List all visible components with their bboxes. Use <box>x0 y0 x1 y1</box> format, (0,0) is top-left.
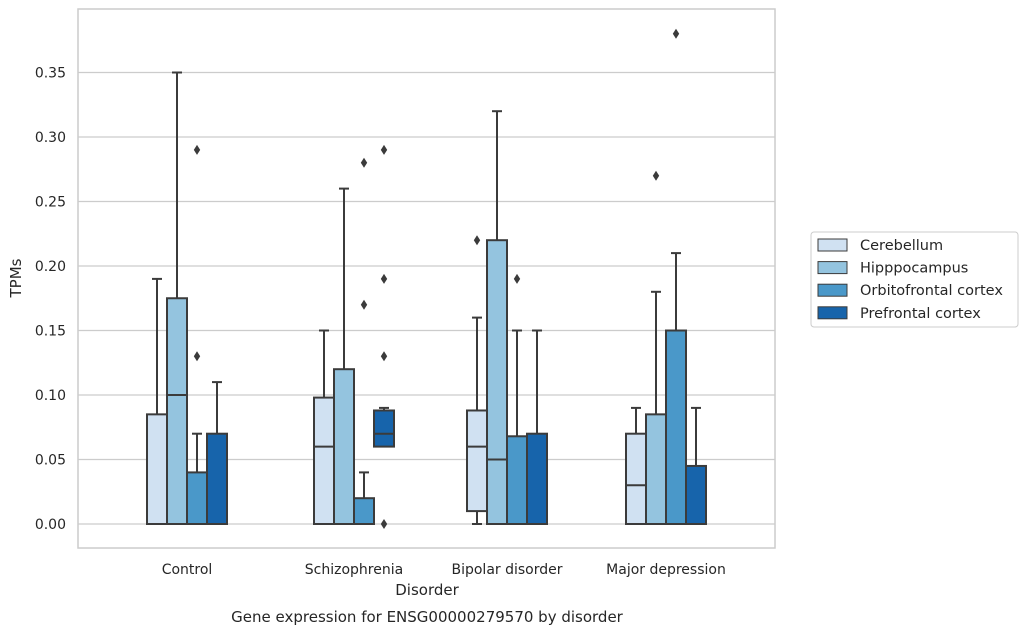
box <box>313 396 335 525</box>
legend-label: Orbitofrontal cortex <box>860 283 1003 299</box>
outlier-point <box>360 157 368 168</box>
box <box>665 329 687 525</box>
x-tick-label: Schizophrenia <box>305 562 403 578</box>
box-plot <box>313 329 335 525</box>
x-tick-label: Bipolar disorder <box>451 562 562 578</box>
box <box>645 413 667 526</box>
x-tick-labels: Control Schizophrenia Bipolar disorder Majo… <box>162 562 726 578</box>
y-tick-label: 0.00 <box>35 517 66 533</box>
legend-swatch <box>817 283 848 297</box>
y-tick-label: 0.20 <box>35 259 66 275</box>
outlier-point <box>380 273 388 284</box>
x-axis-title: Disorder <box>395 581 459 599</box>
gridlines <box>78 71 775 525</box>
legend-label: Hipppocampus <box>860 261 968 277</box>
box <box>333 368 355 526</box>
legend-label: Cerebellum <box>860 238 943 254</box>
y-tick-labels: 0.00 0.05 0.10 0.15 0.20 0.25 0.30 0.35 <box>35 66 66 534</box>
box <box>186 471 208 525</box>
outlier-point <box>513 273 521 284</box>
y-tick-label: 0.05 <box>35 453 66 469</box>
legend-swatch <box>817 306 848 320</box>
outlier-point <box>652 170 660 181</box>
box-plot <box>526 329 548 526</box>
box <box>146 413 168 526</box>
box-plot <box>625 406 647 526</box>
outlier-point <box>380 351 388 362</box>
box <box>373 409 395 448</box>
box <box>486 239 508 525</box>
box-series <box>146 28 707 529</box>
box-plot <box>166 71 188 525</box>
outlier-point <box>193 351 201 362</box>
box-plot <box>206 381 228 526</box>
outlier-point <box>380 144 388 155</box>
box-plot <box>645 170 667 526</box>
outlier-point <box>672 28 680 39</box>
legend: Cerebellum Hipppocampus Orbitofrontal cort… <box>810 231 1019 328</box>
box <box>625 432 647 526</box>
box-plot <box>506 273 528 525</box>
box <box>526 432 548 526</box>
legend-label: Prefrontal cortex <box>860 306 981 322</box>
box-plot <box>665 28 687 525</box>
box <box>206 432 228 526</box>
box-plot <box>146 277 168 526</box>
outlier-point <box>380 519 388 529</box>
y-tick-label: 0.25 <box>35 195 66 211</box>
legend-frame <box>810 231 1019 328</box>
box <box>506 435 528 525</box>
box <box>466 409 488 513</box>
box-plot <box>685 406 707 526</box>
outlier-point <box>360 299 368 310</box>
x-tick-label: Major depression <box>606 562 726 578</box>
y-tick-label: 0.35 <box>35 66 66 82</box>
y-tick-label: 0.30 <box>35 130 66 146</box>
y-tick-label: 0.15 <box>35 324 66 340</box>
outlier-point <box>193 144 201 155</box>
x-tick-label: Control <box>162 562 213 578</box>
box-plot <box>353 157 375 526</box>
y-tick-label: 0.10 <box>35 388 66 404</box>
plot-area-frame <box>77 8 776 549</box>
y-axis-title: TPMs <box>7 258 25 298</box>
legend-swatch <box>817 261 848 275</box>
box-plot <box>486 110 508 525</box>
legend-swatch <box>817 238 848 252</box>
box-plot <box>373 144 395 529</box>
box-plot <box>333 187 355 526</box>
box <box>166 297 188 525</box>
box <box>685 464 707 526</box>
figure-caption: Gene expression for ENSG00000279570 by d… <box>231 608 624 626</box>
box <box>353 497 375 526</box>
box-plot <box>466 235 488 525</box>
outlier-point <box>473 235 481 246</box>
